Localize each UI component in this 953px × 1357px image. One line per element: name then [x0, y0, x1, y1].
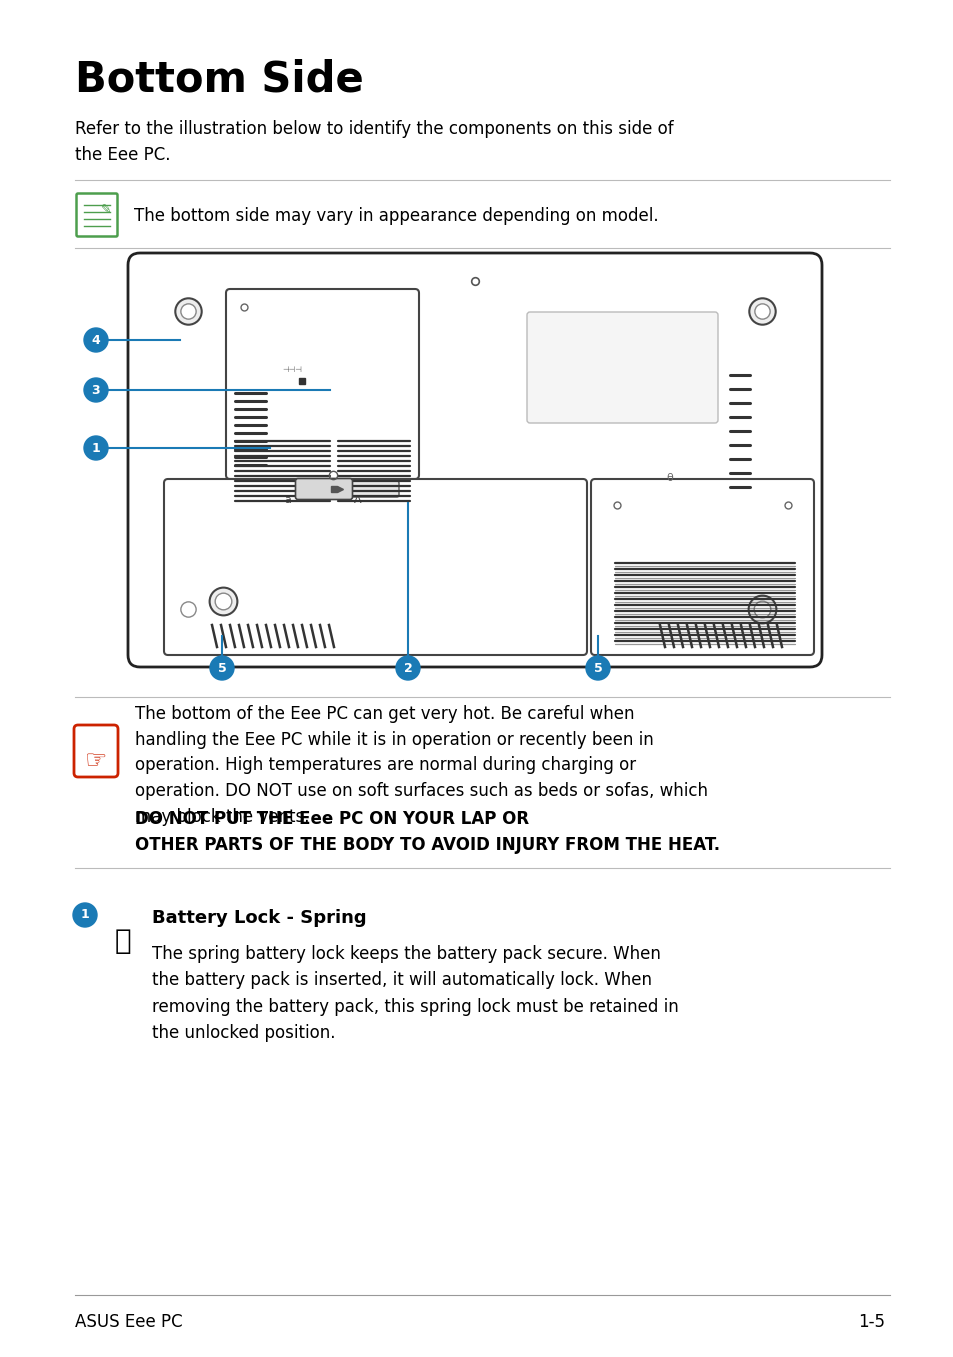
Text: Bottom Side: Bottom Side [75, 58, 363, 100]
Text: ✎: ✎ [101, 204, 112, 216]
Text: θ: θ [666, 474, 673, 483]
Circle shape [585, 655, 609, 680]
FancyBboxPatch shape [74, 725, 118, 778]
Circle shape [395, 655, 419, 680]
FancyBboxPatch shape [164, 479, 586, 655]
Circle shape [73, 902, 97, 927]
Text: 1: 1 [81, 908, 90, 921]
Text: 3: 3 [91, 384, 100, 396]
FancyBboxPatch shape [226, 289, 418, 479]
Text: The bottom of the Eee PC can get very hot. Be careful when
handling the Eee PC w: The bottom of the Eee PC can get very ho… [135, 706, 707, 826]
FancyBboxPatch shape [526, 312, 718, 423]
Circle shape [84, 328, 108, 351]
Text: The spring battery lock keeps the battery pack secure. When
the battery pack is : The spring battery lock keeps the batter… [152, 944, 678, 1042]
Text: Battery Lock - Spring: Battery Lock - Spring [152, 909, 366, 927]
Circle shape [210, 655, 233, 680]
Text: 4: 4 [91, 334, 100, 346]
Text: 1: 1 [91, 441, 100, 455]
Text: ⊣⊣⊣: ⊣⊣⊣ [282, 365, 301, 375]
FancyBboxPatch shape [351, 480, 398, 497]
Text: 🔒: 🔒 [115, 927, 132, 955]
Circle shape [84, 436, 108, 460]
FancyBboxPatch shape [295, 479, 352, 499]
Text: 5: 5 [593, 661, 601, 674]
Text: DO NOT PUT THE Eee PC ON YOUR LAP OR
OTHER PARTS OF THE BODY TO AVOID INJURY FRO: DO NOT PUT THE Eee PC ON YOUR LAP OR OTH… [135, 810, 720, 854]
Text: 1-5: 1-5 [857, 1314, 884, 1331]
Text: 2: 2 [403, 661, 412, 674]
Text: The bottom side may vary in appearance depending on model.: The bottom side may vary in appearance d… [133, 208, 658, 225]
FancyBboxPatch shape [76, 194, 117, 236]
FancyBboxPatch shape [590, 479, 813, 655]
Text: 5: 5 [217, 661, 226, 674]
Text: A: A [354, 495, 361, 505]
FancyBboxPatch shape [128, 252, 821, 668]
Text: ASUS Eee PC: ASUS Eee PC [75, 1314, 182, 1331]
Circle shape [84, 379, 108, 402]
Text: Refer to the illustration below to identify the components on this side of
the E: Refer to the illustration below to ident… [75, 119, 673, 164]
Text: ☞: ☞ [85, 749, 107, 773]
Text: a: a [284, 495, 291, 505]
